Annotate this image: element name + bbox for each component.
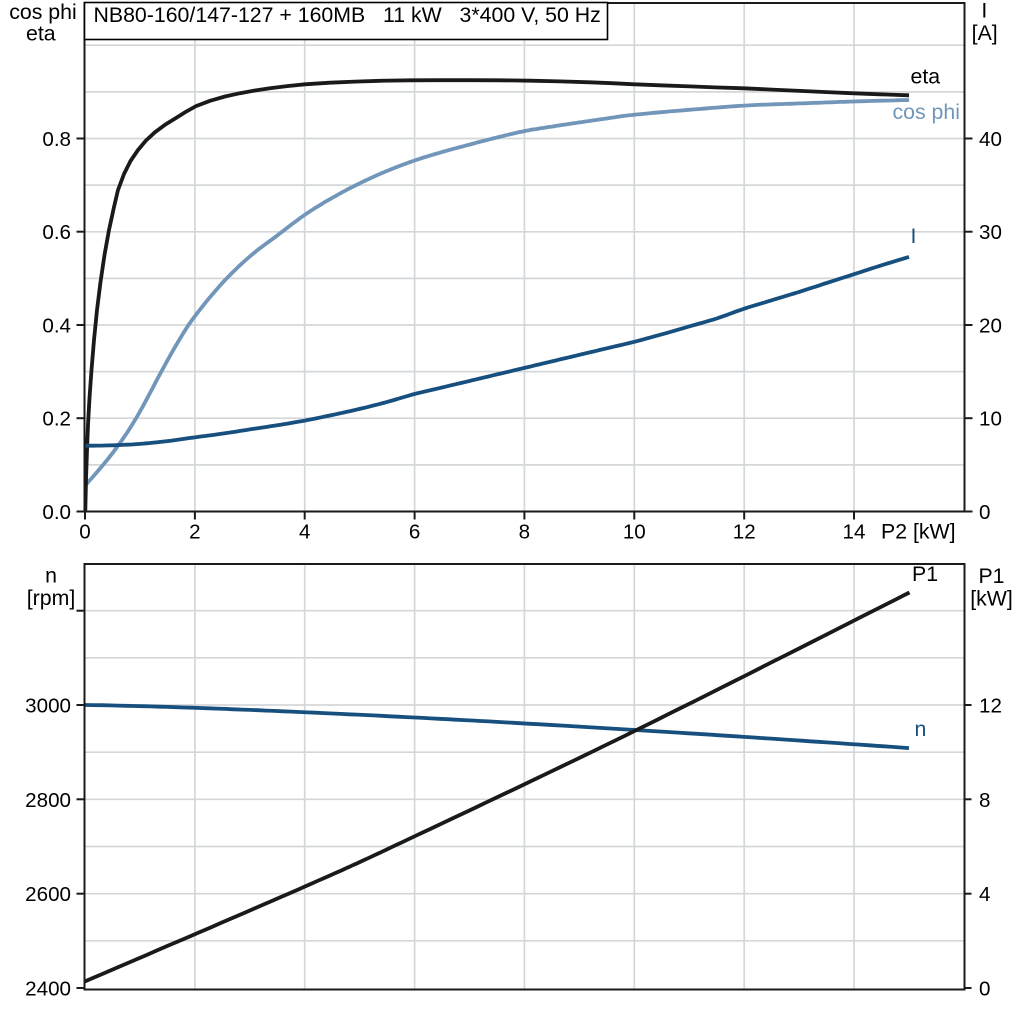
svg-text:[kW]: [kW] xyxy=(970,587,1013,611)
svg-text:0: 0 xyxy=(979,501,990,524)
svg-text:2: 2 xyxy=(189,521,200,544)
svg-text:12: 12 xyxy=(979,695,1002,718)
svg-text:P1: P1 xyxy=(912,562,938,586)
svg-text:20: 20 xyxy=(979,315,1002,338)
svg-text:n: n xyxy=(915,717,927,741)
svg-text:14: 14 xyxy=(843,521,866,544)
svg-text:3000: 3000 xyxy=(25,695,71,718)
svg-text:0.8: 0.8 xyxy=(42,128,71,151)
svg-text:cos phi: cos phi xyxy=(9,0,76,24)
svg-text:0: 0 xyxy=(979,978,990,1001)
svg-text:2800: 2800 xyxy=(25,789,71,812)
svg-text:0.4: 0.4 xyxy=(42,315,71,338)
svg-text:I: I xyxy=(911,224,917,248)
svg-text:P2 [kW]: P2 [kW] xyxy=(881,520,956,544)
svg-text:0.0: 0.0 xyxy=(42,501,71,524)
svg-text:10: 10 xyxy=(623,521,646,544)
svg-text:I: I xyxy=(981,0,987,23)
svg-text:eta: eta xyxy=(911,65,941,89)
svg-text:n: n xyxy=(45,563,57,587)
svg-text:P1: P1 xyxy=(978,564,1004,588)
svg-text:8: 8 xyxy=(519,521,530,544)
svg-text:0.2: 0.2 xyxy=(42,408,71,431)
svg-text:8: 8 xyxy=(979,789,990,812)
svg-text:30: 30 xyxy=(979,221,1002,244)
svg-text:cos phi: cos phi xyxy=(893,100,960,124)
svg-text:2400: 2400 xyxy=(25,978,71,1001)
svg-text:4: 4 xyxy=(299,521,310,544)
svg-text:[A]: [A] xyxy=(972,21,998,45)
svg-text:40: 40 xyxy=(979,128,1002,151)
svg-text:2600: 2600 xyxy=(25,883,71,906)
svg-text:12: 12 xyxy=(733,521,756,544)
svg-text:10: 10 xyxy=(979,408,1002,431)
svg-text:eta: eta xyxy=(26,22,56,46)
svg-text:NB80-160/147-127 + 160MB 11: NB80-160/147-127 + 160MB 11 kW 3*400 V, … xyxy=(94,3,601,27)
svg-text:6: 6 xyxy=(409,521,420,544)
svg-text:[rpm]: [rpm] xyxy=(27,586,76,610)
svg-text:0: 0 xyxy=(79,521,90,544)
svg-text:4: 4 xyxy=(979,883,990,906)
svg-text:0.6: 0.6 xyxy=(42,221,71,244)
